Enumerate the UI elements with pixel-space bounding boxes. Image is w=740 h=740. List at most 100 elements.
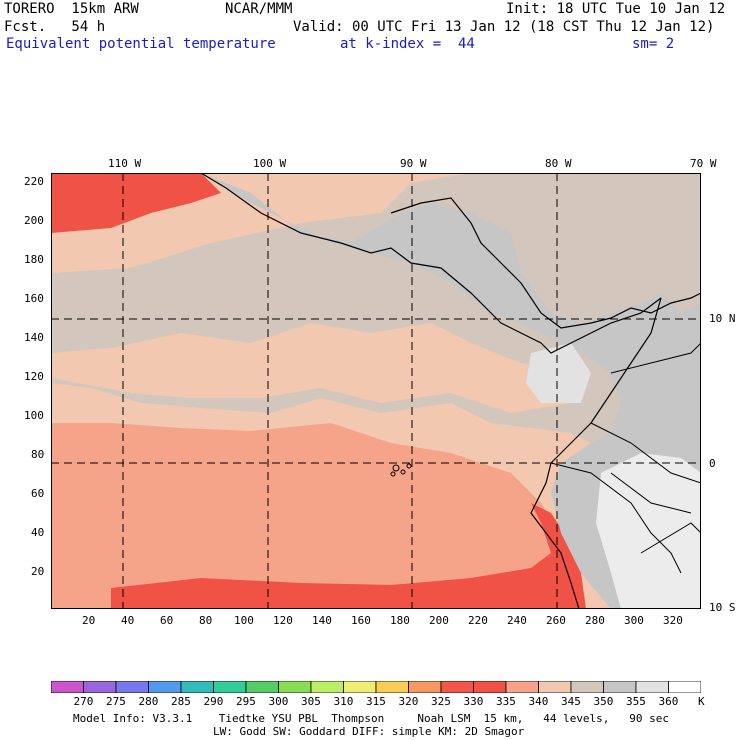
grid-x-label: 220	[468, 614, 488, 627]
field-warm-nw	[51, 173, 221, 233]
lon-label-100w: 100 W	[253, 157, 287, 170]
colorbar-level-label: 310	[333, 695, 354, 708]
grid-y-label: 120	[24, 370, 44, 383]
colorbar-swatch	[473, 681, 507, 693]
lat-label-eq: 0	[709, 457, 716, 470]
map-frame	[51, 173, 701, 609]
colorbar-swatch	[538, 681, 572, 693]
model-title: TORERO 15km ARW	[4, 1, 139, 17]
grid-y-label: 140	[24, 331, 44, 344]
colorbar-level-label: 305	[301, 695, 321, 708]
lon-label-90w: 90 W	[400, 157, 427, 170]
colorbar-level-label: 300	[268, 695, 289, 708]
colorbar-swatch	[375, 681, 409, 693]
model-info-line1: Model Info: V3.3.1 Tiedtke YSU PBL Thomp…	[73, 712, 670, 725]
coastline-caribbean	[390, 197, 701, 329]
grid-x-label: 300	[624, 614, 644, 627]
colorbar-swatch	[310, 681, 344, 693]
colorbar-swatch	[505, 681, 539, 693]
colorbar-swatch	[343, 681, 377, 693]
grid-x-label: 260	[546, 614, 566, 627]
colorbar-level-label: 275	[106, 695, 126, 708]
colorbar-unit: K	[698, 695, 705, 708]
colorbar-level-label: 295	[236, 695, 256, 708]
lon-label-70w: 70 W	[690, 157, 717, 170]
galapagos-islands	[390, 463, 412, 477]
colorbar-swatch	[570, 681, 604, 693]
valid-time: Valid: 00 UTC Fri 13 Jan 12 (18 CST Thu …	[293, 19, 715, 35]
colorbar-level-label: 290	[203, 695, 224, 708]
field-name: Equivalent potential temperature	[6, 36, 276, 52]
grid-x-label: 180	[390, 614, 410, 627]
lon-label-80w: 80 W	[545, 157, 572, 170]
field-red-bottom	[111, 503, 586, 609]
colorbar-level-label: 320	[398, 695, 419, 708]
lat-label-10s: 10 S	[709, 601, 736, 614]
init-time: Init: 18 UTC Tue 10 Jan 12	[506, 1, 726, 17]
colorbar-swatch	[83, 681, 117, 693]
theta-e-map	[51, 173, 701, 609]
colorbar-level-label: 350	[593, 695, 614, 708]
grid-x-label: 20	[82, 614, 96, 627]
colorbar-swatch	[408, 681, 442, 693]
grid-y-label: 60	[31, 487, 45, 500]
colorbar-swatch	[440, 681, 474, 693]
organization-label: NCAR/MMM	[225, 1, 293, 17]
grid-x-label: 200	[429, 614, 449, 627]
grid-y-label: 40	[31, 526, 45, 539]
grid-y-label: 160	[24, 292, 44, 305]
grid-x-label: 320	[663, 614, 683, 627]
smoothing-label: sm= 2	[632, 36, 675, 52]
forecast-hour: Fcst. 54 h	[4, 19, 106, 35]
coastline-central-america	[200, 173, 662, 354]
colorbar	[51, 681, 701, 693]
lon-label-110w: 110 W	[108, 157, 142, 170]
colorbar-swatch	[635, 681, 669, 693]
colorbar-level-label: 345	[561, 695, 581, 708]
colorbar-swatch	[148, 681, 182, 693]
colorbar-level-label: 330	[463, 695, 484, 708]
lat-lon-grid	[51, 173, 701, 609]
field-white-pocket	[526, 343, 591, 403]
grid-y-label: 200	[24, 214, 44, 227]
colorbar-level-label: 360	[658, 695, 679, 708]
colorbar-level-label: 315	[366, 695, 386, 708]
colorbar-level-label: 285	[171, 695, 191, 708]
grid-x-label: 280	[585, 614, 605, 627]
vertical-level: at k-index = 44	[340, 36, 475, 52]
colorbar-level-label: 280	[138, 695, 159, 708]
colorbar-swatch	[668, 681, 701, 693]
grid-x-label: 240	[507, 614, 527, 627]
grid-x-label: 80	[199, 614, 213, 627]
grid-x-label: 100	[234, 614, 254, 627]
colorbar-swatch	[180, 681, 214, 693]
colorbar-level-label: 355	[626, 695, 646, 708]
field-warm-south	[51, 423, 581, 609]
grid-x-label: 140	[312, 614, 332, 627]
field-white-east	[596, 453, 701, 609]
colorbar-level-label: 325	[431, 695, 451, 708]
model-info-line2: LW: Godd SW: Goddard DIFF: simple KM: 2D…	[213, 725, 525, 738]
colorbar-swatch	[245, 681, 279, 693]
grid-y-label: 180	[24, 253, 44, 266]
colorbar-swatch	[51, 681, 84, 693]
border-lines	[550, 342, 701, 574]
lat-label-10n: 10 N	[709, 312, 736, 325]
colorbar-level-label: 335	[496, 695, 516, 708]
grid-x-label: 60	[160, 614, 174, 627]
colorbar-level-label: 340	[528, 695, 549, 708]
grid-y-label: 100	[24, 409, 44, 422]
grid-x-label: 160	[351, 614, 371, 627]
grid-y-label: 220	[24, 175, 44, 188]
colorbar-swatch	[278, 681, 312, 693]
grid-y-label: 80	[31, 448, 45, 461]
colorbar-swatch	[115, 681, 149, 693]
colorbar-swatch	[603, 681, 637, 693]
field-land-gray	[201, 173, 701, 609]
colorbar-swatch	[213, 681, 247, 693]
field-salmon-mid	[51, 323, 571, 413]
grid-x-label: 40	[121, 614, 135, 627]
colorbar-level-label: 270	[73, 695, 94, 708]
grid-x-label: 120	[273, 614, 293, 627]
grid-y-label: 20	[31, 565, 45, 578]
